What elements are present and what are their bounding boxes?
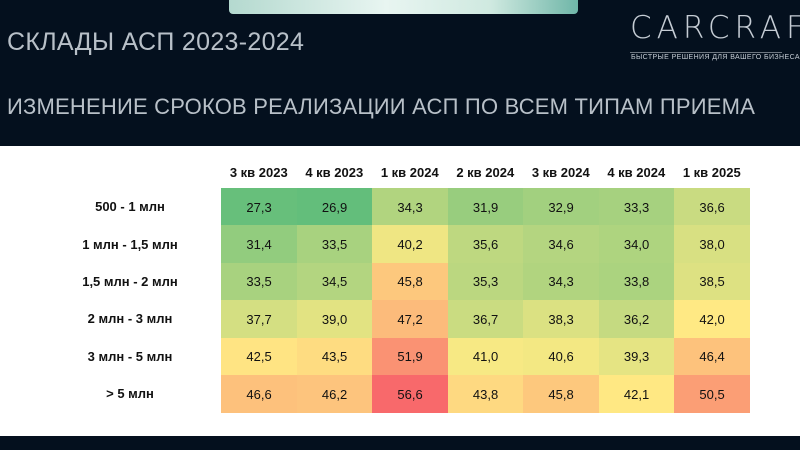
heatmap-cell: 31,4 [221,225,298,264]
row-header: 3 млн - 5 млн [87,348,173,364]
heatmap-cell: 40,2 [372,225,449,264]
row-header: > 5 млн [106,386,154,402]
column-header: 1 кв 2025 [682,164,741,180]
heatmap-cell: 50,5 [674,375,751,413]
heatmap-cell: 32,9 [523,188,600,226]
heatmap-cell: 56,6 [372,375,449,413]
heatmap-cell: 39,3 [598,337,675,376]
heatmap-cell: 40,6 [523,337,600,376]
heatmap-cell: 35,3 [447,262,524,301]
heatmap-cell: 36,2 [598,300,675,339]
heatmap-cell: 42,1 [598,375,675,413]
heatmap-cell: 37,7 [221,300,298,339]
heatmap-cell: 26,9 [296,188,373,226]
heatmap-cell: 33,8 [598,262,675,301]
heatmap-cell: 34,3 [523,262,600,301]
heatmap-cell: 31,9 [447,188,524,226]
heatmap-cell: 38,5 [674,262,751,301]
heatmap-cell: 33,3 [598,188,675,226]
row-header: 1,5 млн - 2 млн [82,273,178,289]
heatmap-cell: 45,8 [372,262,449,301]
column-header: 1 кв 2024 [380,164,439,180]
heatmap-cell: 46,4 [674,337,751,376]
slide-title: СКЛАДЫ АСП 2023-2024 [7,28,305,56]
column-header: 3 кв 2023 [229,164,288,180]
heatmap-cell: 43,5 [296,337,373,376]
logo-tagline: БЫСТРЫЕ РЕШЕНИЯ ДЛЯ ВАШЕГО БИЗНЕСА [631,54,800,61]
heatmap-cell: 34,6 [523,225,600,264]
slide-header: СКЛАДЫ АСП 2023-2024 ИЗМЕНЕНИЕ СРОКОВ РЕ… [0,0,800,146]
logo-wordmark: CARCRAFT [630,10,800,46]
heatmap-cell: 42,5 [221,337,298,376]
column-header: 4 кв 2023 [305,164,364,180]
heatmap-cell: 33,5 [296,225,373,264]
column-header: 2 кв 2024 [456,164,515,180]
decorative-top-bar [229,0,578,14]
heatmap-cell: 38,0 [674,225,751,264]
row-header: 500 - 1 млн [95,199,165,215]
heatmap-cell: 34,5 [296,262,373,301]
slide-footer [0,436,800,450]
heatmap-cell: 38,3 [523,300,600,339]
carcraft-logo: CARCRAFT БЫСТРЫЕ РЕШЕНИЯ ДЛЯ ВАШЕГО БИЗН… [630,10,800,66]
heatmap-cell: 35,6 [447,225,524,264]
heatmap-cell: 27,3 [221,188,298,226]
row-header: 1 млн - 1,5 млн [82,236,178,252]
slide-subtitle: ИЗМЕНЕНИЕ СРОКОВ РЕАЛИЗАЦИИ АСП ПО ВСЕМ … [7,94,756,119]
heatmap-cell: 42,0 [674,300,751,339]
heatmap-cell: 34,0 [598,225,675,264]
heatmap-cell: 41,0 [447,337,524,376]
heatmap-cell: 36,7 [447,300,524,339]
row-header: 2 млн - 3 млн [87,311,173,327]
column-header: 4 кв 2024 [607,164,666,180]
heatmap-cell: 39,0 [296,300,373,339]
heatmap-cell: 51,9 [372,337,449,376]
heatmap-cell: 46,2 [296,375,373,413]
logo-divider [630,52,782,53]
heatmap-cell: 45,8 [523,375,600,413]
heatmap-cell: 33,5 [221,262,298,301]
column-header: 3 кв 2024 [531,164,590,180]
heatmap-cell: 46,6 [221,375,298,413]
heatmap-cell: 43,8 [447,375,524,413]
heatmap-cell: 36,6 [674,188,751,226]
heatmap-cell: 47,2 [372,300,449,339]
heatmap-cell: 34,3 [372,188,449,226]
